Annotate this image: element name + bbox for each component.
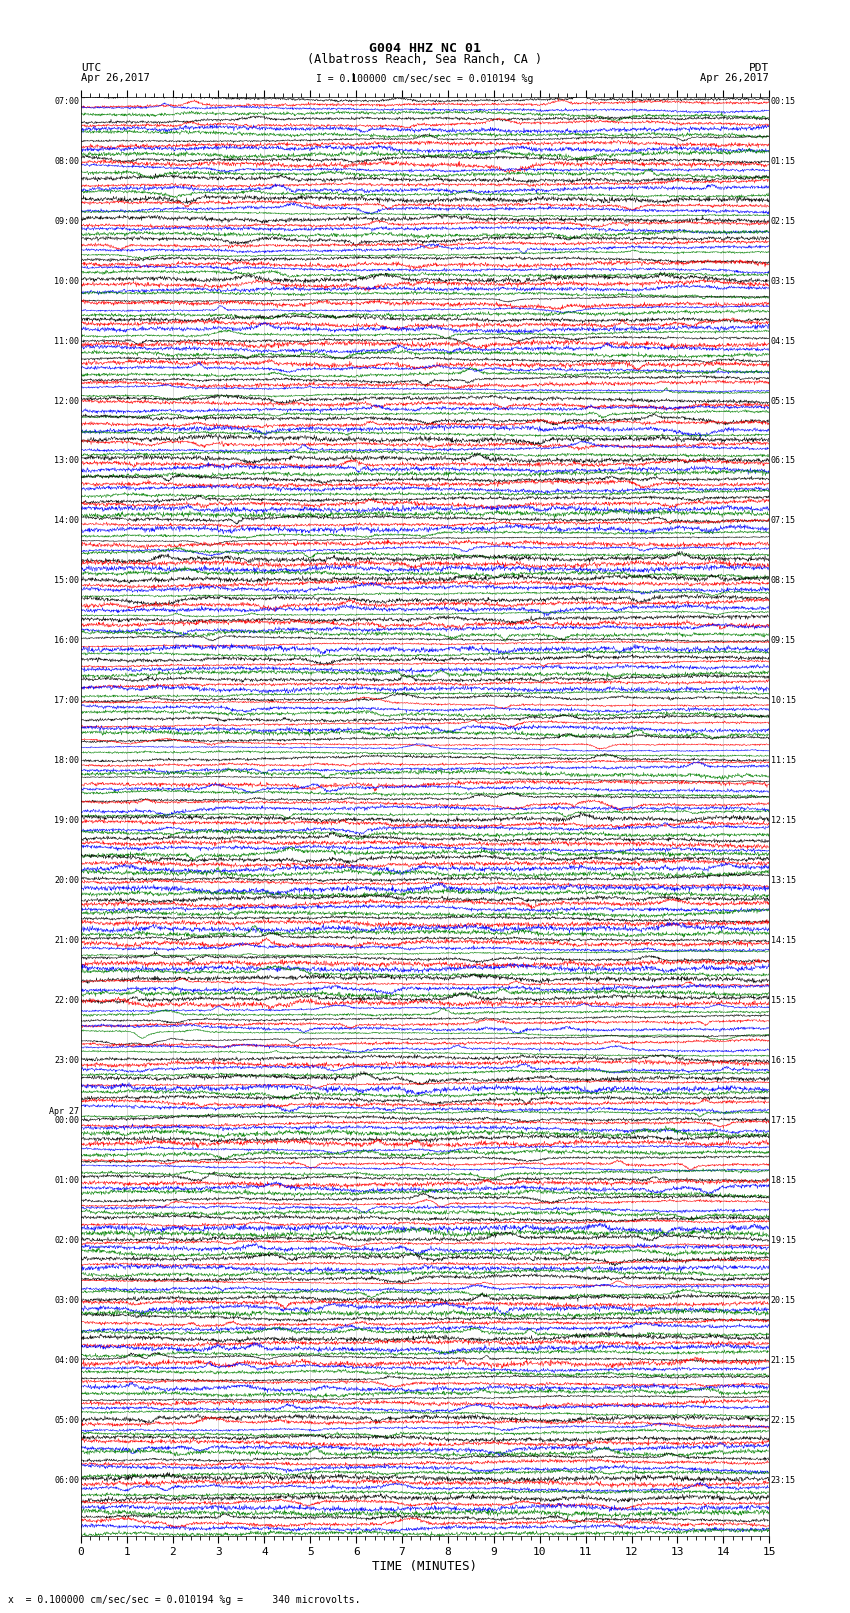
Text: 20:00: 20:00 [54, 876, 79, 886]
Text: 17:00: 17:00 [54, 697, 79, 705]
Text: 08:15: 08:15 [771, 576, 796, 586]
Text: 09:15: 09:15 [771, 636, 796, 645]
Text: 18:00: 18:00 [54, 756, 79, 765]
Text: 16:15: 16:15 [771, 1057, 796, 1065]
Text: 03:00: 03:00 [54, 1295, 79, 1305]
Text: 05:00: 05:00 [54, 1416, 79, 1424]
Text: 03:15: 03:15 [771, 277, 796, 286]
Text: 23:00: 23:00 [54, 1057, 79, 1065]
Text: 04:15: 04:15 [771, 337, 796, 345]
Text: 20:15: 20:15 [771, 1295, 796, 1305]
Text: 07:15: 07:15 [771, 516, 796, 526]
Text: 21:15: 21:15 [771, 1355, 796, 1365]
Text: 14:15: 14:15 [771, 936, 796, 945]
Text: UTC: UTC [81, 63, 101, 73]
Text: 13:00: 13:00 [54, 456, 79, 466]
Text: G004 HHZ NC 01: G004 HHZ NC 01 [369, 42, 481, 55]
Text: 22:15: 22:15 [771, 1416, 796, 1424]
Text: 19:15: 19:15 [771, 1236, 796, 1245]
Text: 00:15: 00:15 [771, 97, 796, 106]
Text: 16:00: 16:00 [54, 636, 79, 645]
Text: 12:15: 12:15 [771, 816, 796, 826]
Text: 02:15: 02:15 [771, 216, 796, 226]
Text: Apr 27: Apr 27 [49, 1107, 79, 1116]
Text: 11:15: 11:15 [771, 756, 796, 765]
Text: 18:15: 18:15 [771, 1176, 796, 1186]
Text: 10:15: 10:15 [771, 697, 796, 705]
Text: 19:00: 19:00 [54, 816, 79, 826]
Text: 13:15: 13:15 [771, 876, 796, 886]
Text: 02:00: 02:00 [54, 1236, 79, 1245]
Text: PDT: PDT [749, 63, 769, 73]
Text: 05:15: 05:15 [771, 397, 796, 405]
Text: 12:00: 12:00 [54, 397, 79, 405]
Text: 01:00: 01:00 [54, 1176, 79, 1186]
Text: 07:00: 07:00 [54, 97, 79, 106]
Text: (Albatross Reach, Sea Ranch, CA ): (Albatross Reach, Sea Ranch, CA ) [308, 53, 542, 66]
Text: x  = 0.100000 cm/sec/sec = 0.010194 %g =     340 microvolts.: x = 0.100000 cm/sec/sec = 0.010194 %g = … [8, 1595, 361, 1605]
Text: Apr 26,2017: Apr 26,2017 [81, 73, 150, 82]
Text: 15:00: 15:00 [54, 576, 79, 586]
X-axis label: TIME (MINUTES): TIME (MINUTES) [372, 1560, 478, 1573]
Text: 04:00: 04:00 [54, 1355, 79, 1365]
Text: 01:15: 01:15 [771, 156, 796, 166]
Text: 10:00: 10:00 [54, 277, 79, 286]
Text: 22:00: 22:00 [54, 997, 79, 1005]
Text: 15:15: 15:15 [771, 997, 796, 1005]
Text: 00:00: 00:00 [54, 1116, 79, 1124]
Text: 06:15: 06:15 [771, 456, 796, 466]
Text: 14:00: 14:00 [54, 516, 79, 526]
Text: 11:00: 11:00 [54, 337, 79, 345]
Text: 21:00: 21:00 [54, 936, 79, 945]
Text: 08:00: 08:00 [54, 156, 79, 166]
Text: I = 0.100000 cm/sec/sec = 0.010194 %g: I = 0.100000 cm/sec/sec = 0.010194 %g [316, 74, 534, 84]
Text: Apr 26,2017: Apr 26,2017 [700, 73, 769, 82]
Text: 23:15: 23:15 [771, 1476, 796, 1484]
Text: 06:00: 06:00 [54, 1476, 79, 1484]
Text: 17:15: 17:15 [771, 1116, 796, 1124]
Text: 09:00: 09:00 [54, 216, 79, 226]
